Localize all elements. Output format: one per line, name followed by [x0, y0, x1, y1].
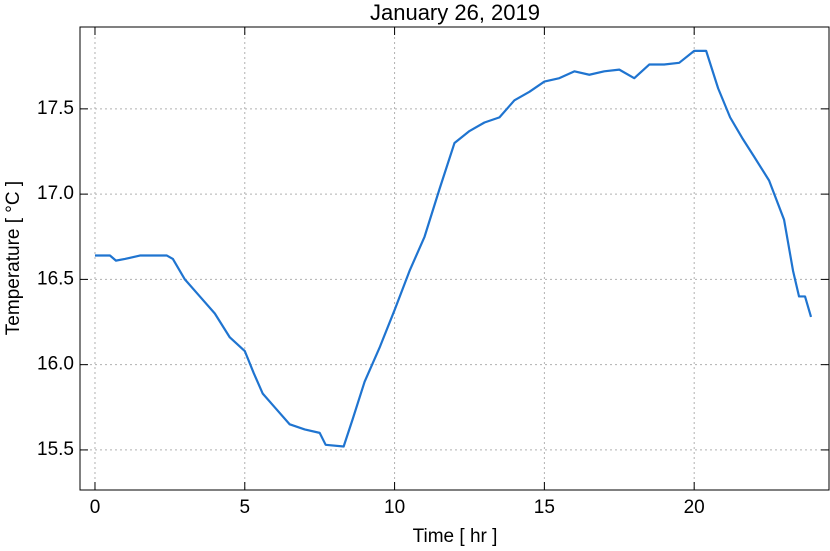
y-tick-label: 16.0 [37, 354, 74, 375]
y-tick-label: 16.5 [37, 268, 74, 289]
x-tick-label: 20 [684, 497, 705, 518]
y-tick-label: 17.0 [37, 183, 74, 204]
x-tick-label: 15 [534, 497, 555, 518]
chart-title: January 26, 2019 [370, 0, 540, 25]
y-axis-label: Temperature [ °C ] [3, 181, 24, 335]
x-tick-label: 5 [239, 497, 250, 518]
plot-frame [79, 26, 830, 491]
data-line [94, 49, 813, 448]
x-tick-label: 0 [90, 497, 101, 518]
y-tick-label: 17.5 [37, 98, 74, 119]
y-tick-label: 15.5 [37, 439, 74, 460]
x-axis-label: Time [ hr ] [413, 526, 498, 547]
x-tick-label: 10 [384, 497, 405, 518]
